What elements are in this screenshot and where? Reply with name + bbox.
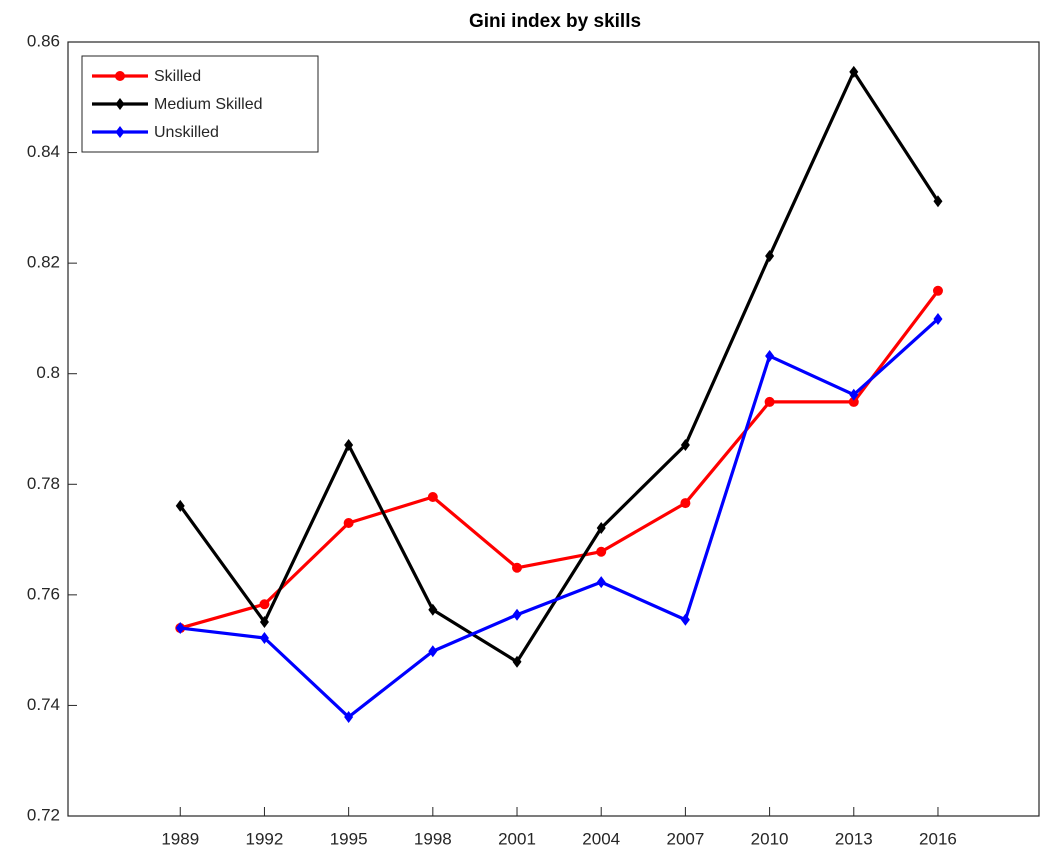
- point: [344, 711, 354, 724]
- legend-label: Medium Skilled: [154, 96, 262, 113]
- point: [680, 498, 691, 509]
- series-line: [179, 289, 940, 630]
- x-tick-label: 2016: [919, 829, 957, 848]
- point: [596, 576, 606, 589]
- x-tick-label: 1989: [161, 829, 199, 848]
- legend-marker: [115, 126, 125, 138]
- y-tick-label: 0.74: [27, 695, 60, 714]
- point: [680, 613, 690, 626]
- point: [343, 517, 354, 528]
- point: [259, 631, 269, 644]
- y-tick-label: 0.82: [27, 253, 60, 272]
- x-tick-label: 1995: [330, 829, 368, 848]
- series-line: [178, 70, 940, 664]
- point: [512, 608, 522, 621]
- legend-marker: [115, 98, 125, 110]
- series-line: [180, 317, 940, 719]
- y-tick-label: 0.76: [27, 584, 60, 603]
- point: [344, 439, 354, 452]
- point: [848, 396, 859, 407]
- point: [933, 195, 943, 208]
- y-tick-label: 0.8: [36, 363, 60, 382]
- chart-title: Gini index by skills: [469, 11, 641, 32]
- y-tick-label: 0.84: [27, 142, 60, 161]
- x-tick-label: 2004: [582, 829, 620, 848]
- point: [259, 615, 269, 628]
- y-tick-label: 0.86: [27, 31, 60, 50]
- point: [175, 622, 185, 635]
- x-tick-label: 1998: [414, 829, 452, 848]
- x-tick-label: 2007: [666, 829, 704, 848]
- point: [765, 350, 775, 363]
- point: [512, 655, 522, 668]
- point: [764, 396, 775, 407]
- point: [933, 312, 943, 325]
- x-tick-label: 2013: [835, 829, 873, 848]
- x-tick-label: 2010: [751, 829, 789, 848]
- point: [765, 249, 775, 262]
- point: [849, 65, 859, 78]
- legend: Skilled Medium Skilled Unskilled: [81, 55, 319, 153]
- point: [849, 388, 859, 401]
- point: [596, 546, 607, 557]
- x-tick-label: 2001: [498, 829, 536, 848]
- point: [512, 562, 523, 573]
- point: [427, 492, 438, 503]
- legend-label: Unskilled: [154, 124, 219, 141]
- point: [259, 599, 270, 610]
- legend-label: Skilled: [154, 68, 201, 85]
- point: [596, 521, 606, 534]
- x-tick-label: 1992: [246, 829, 284, 848]
- plot-area: [67, 41, 1040, 817]
- point: [428, 603, 438, 616]
- legend-marker: [115, 71, 125, 81]
- point: [680, 439, 690, 452]
- y-tick-label: 0.78: [27, 474, 60, 493]
- point: [932, 285, 943, 296]
- y-tick-label: 0.72: [27, 805, 60, 824]
- point: [175, 499, 185, 512]
- point: [428, 645, 438, 658]
